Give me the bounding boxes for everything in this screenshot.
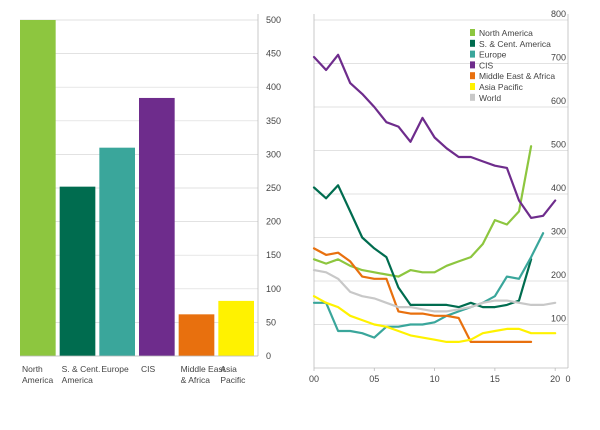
- series-line: [312, 232, 545, 339]
- legend-label: World: [479, 93, 501, 103]
- legend-swatch: [470, 83, 475, 90]
- bar: [218, 300, 254, 356]
- bar: [139, 97, 175, 357]
- category-label: North America: [22, 364, 53, 385]
- legend-label: Asia Pacific: [479, 82, 524, 92]
- legend-label: S. & Cent. America: [479, 39, 551, 49]
- bar: [20, 20, 56, 356]
- x-tick-label: 10: [430, 374, 440, 384]
- series-line: [312, 295, 557, 343]
- y-tick-label: 200: [551, 270, 566, 280]
- bar-chart: 0 50 100 150 200 250 300 350 400 450 500 North Ameri…: [20, 14, 281, 385]
- y-tick-label: 400: [266, 82, 281, 92]
- series-line: [312, 145, 533, 278]
- legend-swatch: [470, 29, 475, 36]
- legend-label: Europe: [479, 50, 507, 60]
- legend-swatch: [470, 61, 475, 69]
- y-tick-label: 400: [551, 183, 566, 193]
- category-label: Asia Pacific: [220, 364, 246, 385]
- legend-swatch: [470, 39, 475, 47]
- y-tick-label: 500: [551, 140, 566, 150]
- x-tick-label: 00: [309, 374, 319, 384]
- category-label: CIS: [141, 364, 156, 374]
- y-tick-label: 100: [551, 314, 566, 324]
- category-label: S. & Cent. America: [62, 364, 101, 385]
- series-line: [312, 184, 533, 309]
- x-tick-label: 15: [490, 374, 500, 384]
- x-tick-label: 05: [369, 374, 379, 384]
- y-tick-label: 800: [551, 9, 566, 19]
- series-line: [312, 53, 557, 219]
- category-label: Middle East & Africa: [181, 364, 226, 385]
- y-tick-label: 300: [551, 227, 566, 237]
- legend-swatch: [470, 50, 475, 58]
- x-tick-label: 20: [550, 374, 560, 384]
- y-tick-label: 150: [266, 250, 281, 260]
- bar: [178, 314, 215, 356]
- y-tick-label: 450: [266, 49, 281, 59]
- series-line: [312, 269, 557, 313]
- y-tick-label: 300: [266, 149, 281, 159]
- category-label: Europe: [101, 364, 129, 374]
- y-tick-label: 700: [551, 53, 566, 63]
- y-tick-label: 0: [565, 374, 570, 384]
- bar: [99, 147, 135, 356]
- series-line: [312, 247, 533, 343]
- legend-swatch: [470, 93, 475, 101]
- y-tick-label: 0: [266, 351, 271, 361]
- legend-label: CIS: [479, 60, 494, 70]
- y-tick-label: 600: [551, 96, 566, 106]
- y-tick-label: 350: [266, 116, 281, 126]
- y-tick-label: 250: [266, 183, 281, 193]
- y-tick-label: 200: [266, 217, 281, 227]
- y-tick-label: 100: [266, 284, 281, 294]
- legend-swatch: [470, 72, 475, 80]
- y-tick-label: 50: [266, 317, 276, 327]
- bar: [59, 186, 96, 356]
- legend-label: North America: [479, 28, 533, 38]
- legend-label: Middle East & Africa: [479, 71, 555, 81]
- y-tick-label: 500: [266, 15, 281, 25]
